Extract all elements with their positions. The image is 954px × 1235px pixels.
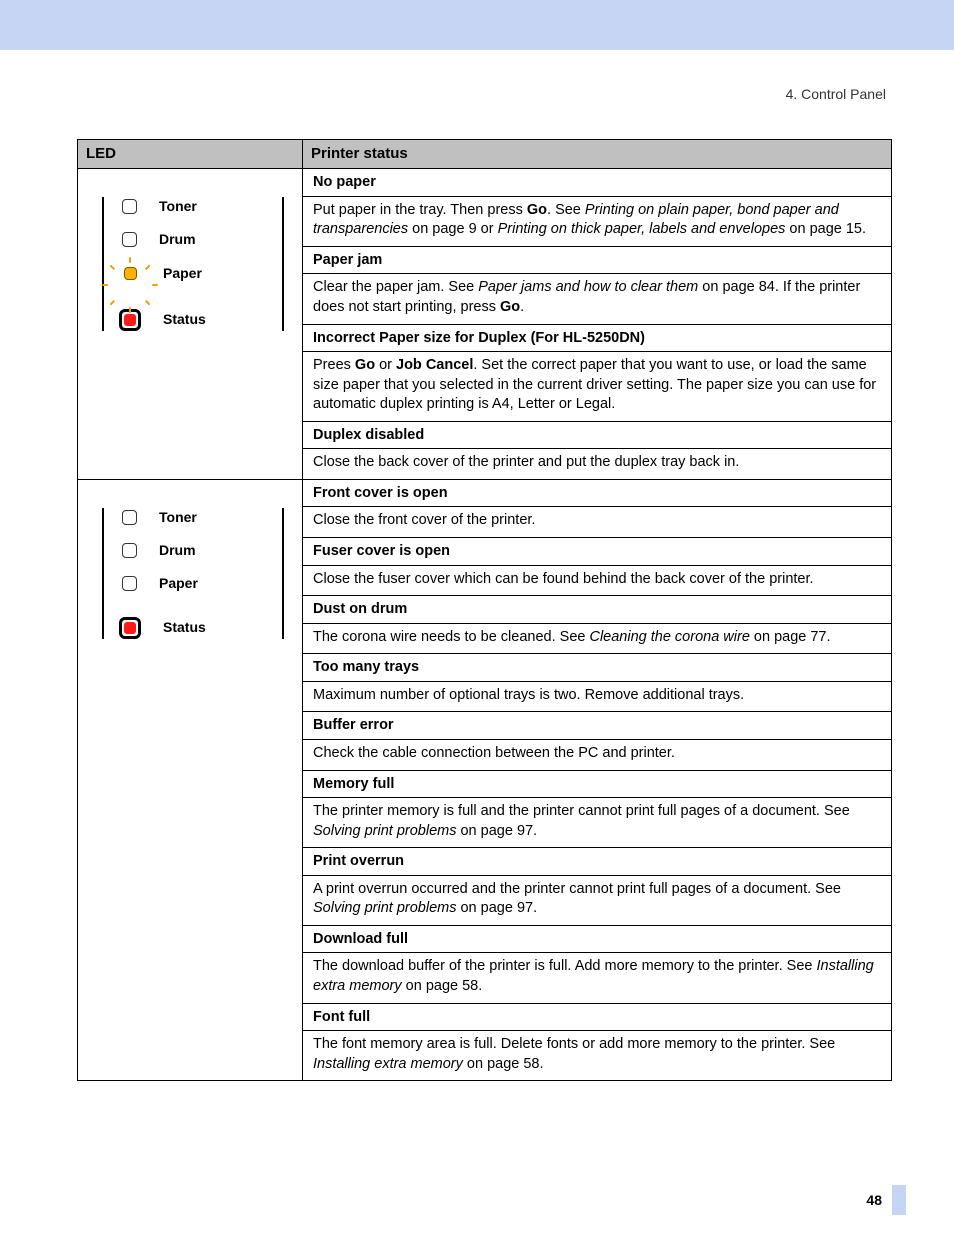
led-toner-row: Toner xyxy=(122,508,282,527)
page-footer: 48 xyxy=(866,1185,906,1215)
fuser-body: Close the fuser cover which can be found… xyxy=(303,565,892,596)
mem-title: Memory full xyxy=(303,770,892,798)
page-tab-icon xyxy=(892,1185,906,1215)
led-toner-label: Toner xyxy=(159,508,197,527)
font-title: Font full xyxy=(303,1003,892,1031)
over-title: Print overrun xyxy=(303,848,892,876)
led-off-icon xyxy=(122,232,137,247)
dl-body: The download buffer of the printer is fu… xyxy=(303,953,892,1003)
led-cell-group1: Toner Drum xyxy=(78,169,303,480)
led-paper-label: Paper xyxy=(163,264,202,283)
led-status-label: Status xyxy=(163,310,206,329)
paper-jam-body: Clear the paper jam. See Paper jams and … xyxy=(303,274,892,324)
led-amber-icon xyxy=(119,263,141,285)
led-paper-row: Paper xyxy=(122,574,282,593)
led-panel: Toner Drum xyxy=(102,197,284,331)
led-paper-row: Paper xyxy=(122,263,282,285)
no-paper-body: Put paper in the tray. Then press Go. Se… xyxy=(303,196,892,246)
led-status-table: LED Printer status Toner Drum xyxy=(77,139,892,1081)
section-label: 4. Control Panel xyxy=(65,85,886,104)
led-off-icon xyxy=(122,576,137,591)
dust-title: Dust on drum xyxy=(303,596,892,624)
led-drum-label: Drum xyxy=(159,230,196,249)
front-title: Front cover is open xyxy=(303,479,892,507)
led-panel: Toner Drum Paper Status xyxy=(102,508,284,639)
buffer-title: Buffer error xyxy=(303,712,892,740)
trays-body: Maximum number of optional trays is two.… xyxy=(303,681,892,712)
trays-title: Too many trays xyxy=(303,654,892,682)
page-number: 48 xyxy=(866,1191,882,1210)
led-status-row: Status xyxy=(122,309,282,331)
buffer-body: Check the cable connection between the P… xyxy=(303,739,892,770)
led-drum-label: Drum xyxy=(159,541,196,560)
dup-size-title: Incorrect Paper size for Duplex (For HL-… xyxy=(303,324,892,352)
dust-body: The corona wire needs to be cleaned. See… xyxy=(303,623,892,654)
led-drum-row: Drum xyxy=(122,230,282,249)
led-off-icon xyxy=(122,199,137,214)
paper-jam-title: Paper jam xyxy=(303,246,892,274)
font-body: The font memory area is full. Delete fon… xyxy=(303,1031,892,1081)
led-status-row: Status xyxy=(122,617,282,639)
no-paper-title: No paper xyxy=(303,169,892,197)
dup-dis-title: Duplex disabled xyxy=(303,421,892,449)
dl-title: Download full xyxy=(303,925,892,953)
led-toner-label: Toner xyxy=(159,197,197,216)
top-bar xyxy=(0,0,954,50)
dup-dis-body: Close the back cover of the printer and … xyxy=(303,449,892,480)
led-cell-group2: Toner Drum Paper Status xyxy=(78,479,303,1080)
led-paper-label: Paper xyxy=(159,574,198,593)
th-led: LED xyxy=(78,139,303,168)
front-body: Close the front cover of the printer. xyxy=(303,507,892,538)
led-off-icon xyxy=(122,510,137,525)
led-drum-row: Drum xyxy=(122,541,282,560)
led-status-label: Status xyxy=(163,618,206,637)
led-red-icon xyxy=(119,617,141,639)
fuser-title: Fuser cover is open xyxy=(303,538,892,566)
over-body: A print overrun occurred and the printer… xyxy=(303,875,892,925)
mem-body: The printer memory is full and the print… xyxy=(303,798,892,848)
led-off-icon xyxy=(122,543,137,558)
th-status: Printer status xyxy=(303,139,892,168)
dup-size-body: Prees Go or Job Cancel. Set the correct … xyxy=(303,352,892,422)
led-toner-row: Toner xyxy=(122,197,282,216)
page-content: 4. Control Panel LED Printer status Tone… xyxy=(0,50,954,1235)
